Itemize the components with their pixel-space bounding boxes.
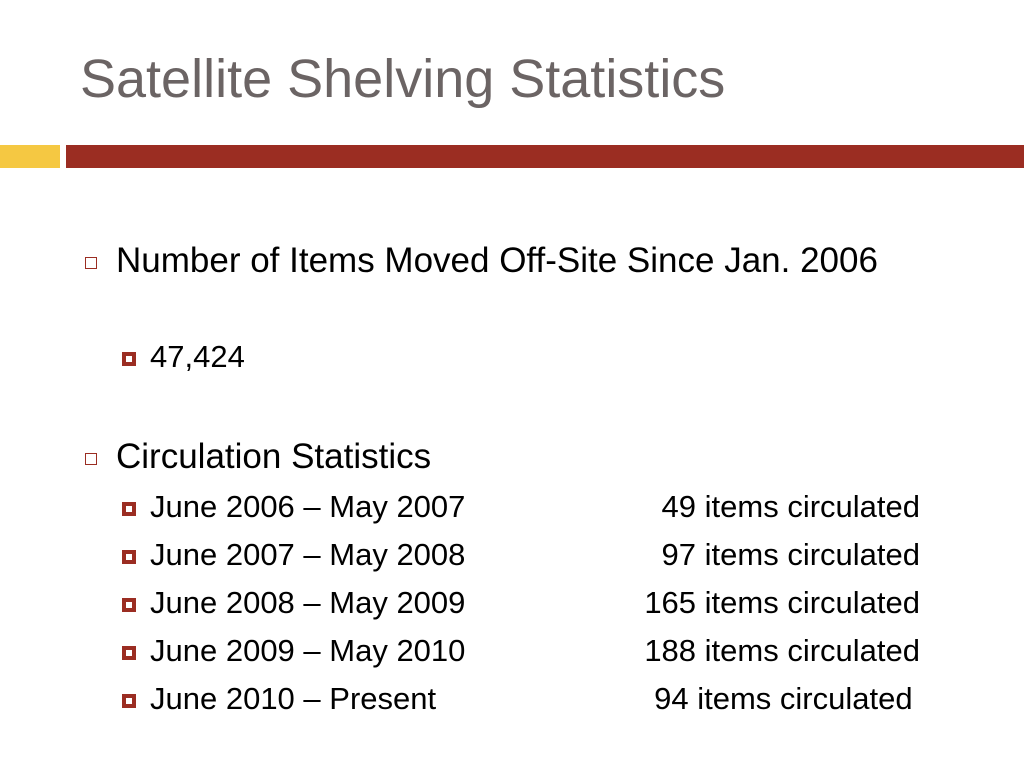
sub-bullet: June 2008 – May 2009 165 items circulate…	[122, 582, 920, 624]
header-bar	[66, 145, 1024, 168]
count: 94 items circulated	[654, 681, 913, 716]
period: June 2008 – May 2009	[150, 585, 466, 620]
sub-bullet: June 2009 – May 2010 188 items circulate…	[122, 630, 920, 672]
period: June 2007 – May 2008	[150, 537, 466, 572]
count: 188 items circulated	[644, 633, 920, 668]
count: 49 items circulated	[661, 489, 920, 524]
period: June 2010 – Present	[150, 681, 437, 716]
sub-bullet: June 2006 – May 2007 49 items circulated	[122, 486, 920, 528]
sub-bullet: June 2007 – May 2008 97 items circulated	[122, 534, 920, 576]
sub-bullet: June 2010 – Present 94 items circulated	[122, 678, 920, 720]
accent-bar	[0, 145, 60, 168]
period: June 2006 – May 2007	[150, 489, 466, 524]
count: 97 items circulated	[661, 537, 920, 572]
period: June 2009 – May 2010	[150, 633, 466, 668]
sub-bullet: 47,424	[122, 336, 920, 378]
count: 165 items circulated	[644, 585, 920, 620]
bullet: Circulation Statistics	[85, 436, 916, 478]
slide-title: Satellite Shelving Statistics	[80, 49, 726, 109]
bullet: Number of Items Moved Off-Site Since Jan…	[85, 240, 916, 282]
